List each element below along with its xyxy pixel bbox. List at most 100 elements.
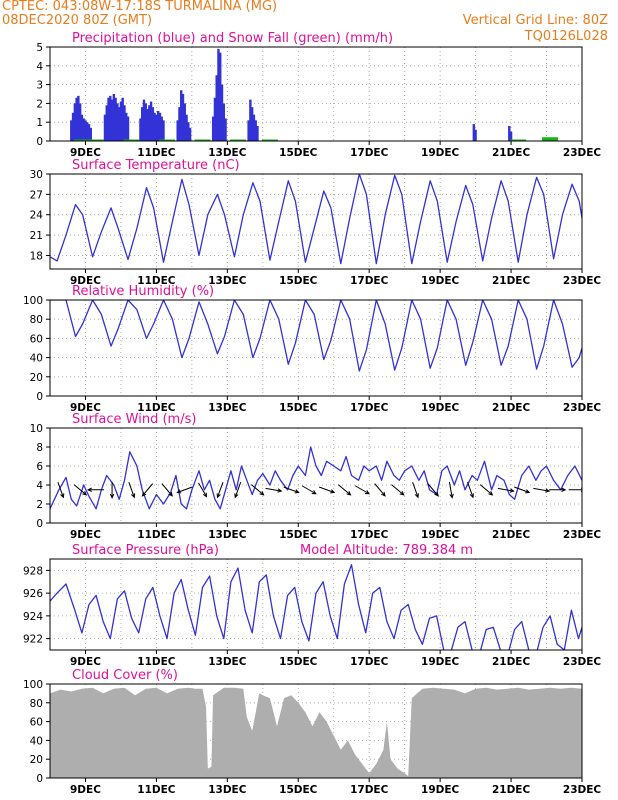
precip-bar — [82, 118, 85, 141]
panel-frame — [49, 558, 583, 651]
wind-arrow — [176, 486, 193, 494]
y-tick-label: 5 — [36, 42, 43, 54]
precip-bar — [219, 52, 222, 141]
precip-bar — [123, 105, 126, 141]
x-tick-label: 21DEC — [492, 784, 531, 796]
header-grid-note: Vertical Grid Line: 80Z — [462, 13, 608, 28]
precip-bar — [220, 84, 224, 141]
y-tick-label: 40 — [30, 735, 43, 747]
snow-bar — [229, 139, 246, 141]
x-tick-label: 13DEC — [208, 402, 247, 414]
precip-bar — [84, 120, 87, 141]
precip-bar — [176, 120, 179, 141]
precip-bar — [103, 114, 107, 141]
wind-arrow — [374, 483, 386, 497]
precip-bar — [141, 107, 144, 141]
precip-bar — [252, 114, 256, 141]
y-tick-label: 928 — [23, 565, 43, 577]
y-tick-label: 8 — [36, 442, 43, 454]
panel-title: Surface Pressure (hPa) — [72, 543, 219, 558]
precip-bar — [117, 107, 121, 141]
y-tick-label: 80 — [30, 314, 43, 326]
precip-bar — [472, 124, 476, 141]
precip-bar — [80, 114, 84, 141]
x-tick-label: 13DEC — [208, 656, 247, 668]
panel-title: Precipitation (blue) and Snow Fall (gree… — [72, 31, 393, 46]
precip-bar — [112, 94, 116, 141]
y-tick-label: 60 — [30, 717, 43, 729]
x-tick-label: 13DEC — [208, 529, 247, 541]
x-tick-label: 21DEC — [492, 275, 531, 287]
precip-bar — [107, 97, 110, 141]
x-tick-label: 9DEC — [70, 402, 101, 414]
precip-bar — [181, 94, 185, 141]
precip-bar — [222, 103, 225, 141]
x-tick-label: 17DEC — [350, 402, 389, 414]
series-line — [50, 564, 582, 650]
precip-bar — [86, 122, 89, 141]
x-tick-label: 17DEC — [350, 784, 389, 796]
y-tick-label: 100 — [23, 679, 43, 691]
wind-arrow — [533, 487, 551, 493]
x-tick-label: 19DEC — [421, 402, 460, 414]
precip-bar — [149, 101, 153, 141]
precip-bar — [217, 48, 220, 141]
x-tick-label: 15DEC — [279, 402, 318, 414]
precip-bar — [109, 95, 112, 141]
precip-bar — [247, 120, 250, 141]
precip-bar — [188, 127, 192, 141]
precip-bar — [215, 75, 218, 141]
y-tick-label: 18 — [30, 250, 43, 262]
precip-bar — [162, 120, 165, 141]
y-tick-label: 4 — [36, 480, 43, 492]
x-tick-label: 17DEC — [350, 656, 389, 668]
wind-arrow — [57, 482, 65, 499]
wind-arrow — [283, 486, 300, 494]
x-tick-label: 23DEC — [563, 275, 602, 287]
precip-bar — [70, 120, 73, 141]
x-tick-label: 17DEC — [350, 147, 389, 159]
cloud-area — [50, 687, 582, 778]
x-tick-label: 9DEC — [70, 656, 101, 668]
panel-rh: 0 20 40 60 80 100 9DEC 11DEC 13DEC 15DEC 17DEC 19DE… — [23, 284, 601, 414]
header-location: CPTEC: 043:08W-17:18S TURMALINA (MG) — [2, 0, 278, 14]
header-code: TQ0126L028 — [524, 29, 608, 44]
precip-bar — [71, 112, 75, 141]
y-tick-label: 2 — [36, 98, 43, 110]
precip-bar — [77, 95, 80, 141]
y-tick-label: 924 — [23, 611, 43, 623]
series-line — [50, 300, 582, 372]
x-tick-label: 11DEC — [137, 275, 176, 287]
wind-arrow — [467, 482, 474, 499]
x-tick-label: 15DEC — [279, 656, 318, 668]
x-tick-label: 19DEC — [421, 656, 460, 668]
precip-bar — [211, 116, 215, 141]
x-tick-label: 21DEC — [492, 529, 531, 541]
y-tick-label: 30 — [30, 169, 43, 181]
precip-bar — [508, 125, 511, 141]
x-tick-label: 23DEC — [563, 529, 602, 541]
precip-bar — [87, 124, 91, 141]
snow-bar — [73, 139, 90, 141]
x-tick-label: 15DEC — [279, 147, 318, 159]
y-tick-label: 27 — [30, 189, 43, 201]
precip-bar — [153, 112, 156, 141]
precip-bar — [75, 97, 78, 141]
wind-arrow — [337, 484, 352, 496]
panel-frame — [49, 427, 583, 524]
precip-bar — [254, 120, 257, 141]
y-tick-label: 100 — [23, 295, 43, 307]
y-tick-label: 3 — [36, 80, 43, 92]
wind-arrow — [216, 482, 224, 499]
y-tick-label: 60 — [30, 333, 43, 345]
x-tick-label: 11DEC — [137, 656, 176, 668]
wind-arrow — [412, 482, 419, 499]
series-line — [50, 174, 582, 265]
y-tick-label: 24 — [30, 210, 44, 222]
panel-title: Surface Temperature (nC) — [72, 158, 240, 173]
wind-arrow — [549, 487, 567, 492]
x-tick-label: 9DEC — [70, 784, 101, 796]
precip-bar — [148, 105, 151, 141]
x-tick-label: 11DEC — [137, 784, 176, 796]
wind-arrow — [141, 483, 154, 497]
